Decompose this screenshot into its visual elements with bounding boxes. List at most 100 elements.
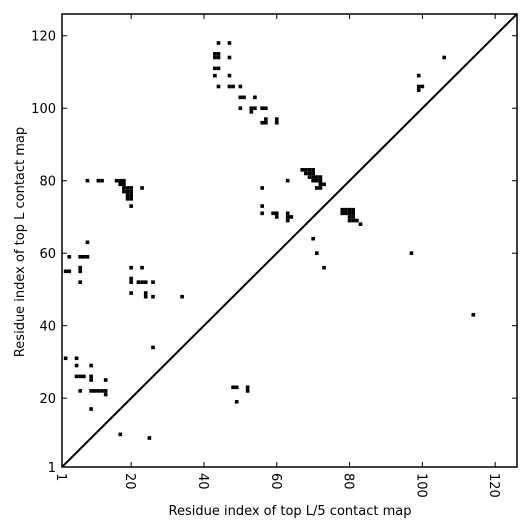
contact-cell-upper	[122, 178, 126, 183]
contact-cell-upper	[274, 211, 279, 216]
contact-cell-upper	[442, 55, 447, 60]
contact-cell-lower	[103, 392, 108, 397]
contact-cell-upper	[314, 251, 319, 255]
contact-cell-upper	[271, 211, 275, 216]
contact-cell-upper	[351, 215, 356, 219]
contact-cell-upper	[260, 204, 265, 208]
contact-cell-upper	[253, 95, 257, 100]
contact-cell-lower	[63, 356, 68, 361]
contact-cell-upper	[420, 84, 425, 89]
contact-cell-lower	[78, 255, 83, 259]
contact-cell-upper	[285, 211, 290, 216]
contact-cell-upper	[114, 178, 119, 183]
contact-cell-lower	[78, 269, 83, 274]
contact-cell-lower	[74, 374, 79, 379]
contact-cell-lower	[78, 374, 83, 379]
contact-cell-upper	[274, 117, 279, 121]
contact-cell-upper	[122, 186, 126, 190]
contact-cell-upper	[100, 178, 104, 183]
contact-cell-upper	[242, 95, 246, 100]
contact-cell-lower	[180, 294, 184, 299]
contact-cell-lower	[67, 255, 72, 259]
contact-cell-upper	[311, 175, 315, 179]
contact-cell-lower	[67, 269, 72, 274]
contact-cell-upper	[125, 193, 130, 198]
contact-cell-lower	[92, 389, 97, 393]
contact-cell-upper	[260, 106, 265, 111]
contact-cell-upper	[213, 55, 217, 60]
contact-cell-upper	[347, 211, 352, 216]
contact-cell-upper	[311, 171, 315, 176]
contact-cell-upper	[314, 175, 319, 179]
x-tick-label: 120	[486, 473, 501, 498]
contact-cell-lower	[471, 312, 476, 317]
contact-cell-lower	[129, 265, 133, 270]
contact-cell-upper	[213, 66, 217, 71]
contact-cell-upper	[85, 178, 90, 183]
x-axis-label: Residue index of top L/5 contact map	[169, 504, 412, 519]
contact-cell-lower	[129, 276, 133, 281]
contact-cell-upper	[347, 215, 352, 219]
contact-cell-upper	[318, 178, 323, 183]
contact-cell-upper	[216, 84, 221, 89]
contact-cell-lower	[143, 294, 148, 299]
contact-cell-upper	[340, 211, 345, 216]
contact-cell-upper	[311, 236, 315, 241]
contact-cell-lower	[89, 363, 93, 368]
contact-cell-upper	[122, 189, 126, 194]
contact-cell-lower	[143, 280, 148, 284]
contact-cell-upper	[416, 73, 421, 78]
contact-cell-upper	[140, 186, 144, 190]
contact-cell-lower	[140, 280, 144, 284]
plot-frame	[61, 13, 518, 468]
contact-cell-lower	[103, 378, 108, 382]
contact-cell-upper	[125, 197, 130, 201]
contact-cell-upper	[118, 178, 123, 183]
contact-cell-lower	[78, 265, 83, 270]
contact-cell-lower	[82, 255, 86, 259]
contact-cell-upper	[253, 106, 257, 111]
contact-cell-upper	[274, 215, 279, 219]
y-tick-label: 1	[48, 461, 56, 476]
contact-cell-upper	[129, 204, 133, 208]
contact-cell-upper	[125, 189, 130, 194]
contact-cell-upper	[311, 178, 315, 183]
contact-cell-upper	[260, 211, 265, 216]
contact-cell-upper	[314, 186, 319, 190]
contact-cell-lower	[136, 280, 141, 284]
contact-cell-lower	[234, 385, 239, 390]
contact-cell-upper	[96, 178, 101, 183]
contact-cell-lower	[89, 378, 93, 382]
contact-cell-upper	[304, 168, 308, 172]
x-tick-label: 20	[122, 473, 137, 490]
x-tick-label: 80	[341, 473, 356, 490]
contact-cell-lower	[129, 291, 133, 295]
contact-cell-upper	[231, 84, 235, 89]
contact-cell-lower	[89, 374, 93, 379]
contact-cell-upper	[314, 178, 319, 183]
contact-cells	[63, 41, 476, 440]
y-tick-label: 20	[39, 392, 56, 407]
contact-cell-lower	[140, 265, 144, 270]
contact-cell-lower	[74, 356, 79, 361]
contact-cell-upper	[122, 182, 126, 187]
contact-cell-upper	[213, 52, 217, 56]
contact-cell-upper	[264, 120, 268, 125]
contact-cell-upper	[322, 182, 326, 187]
contact-cell-upper	[322, 265, 326, 270]
contact-cell-lower	[85, 255, 90, 259]
contact-cell-upper	[344, 211, 348, 216]
contact-cell-upper	[227, 84, 232, 89]
contact-cell-lower	[234, 399, 239, 404]
contact-cell-lower	[245, 389, 250, 393]
contact-cell-upper	[347, 218, 352, 223]
contact-cell-upper	[238, 95, 243, 100]
contact-cell-upper	[409, 251, 414, 255]
contact-cell-upper	[340, 207, 345, 212]
contact-cell-lower	[143, 291, 148, 295]
y-tick-label: 100	[31, 102, 56, 117]
contact-cell-lower	[151, 345, 155, 350]
contact-cell-upper	[129, 193, 133, 198]
contact-cell-upper	[285, 218, 290, 223]
